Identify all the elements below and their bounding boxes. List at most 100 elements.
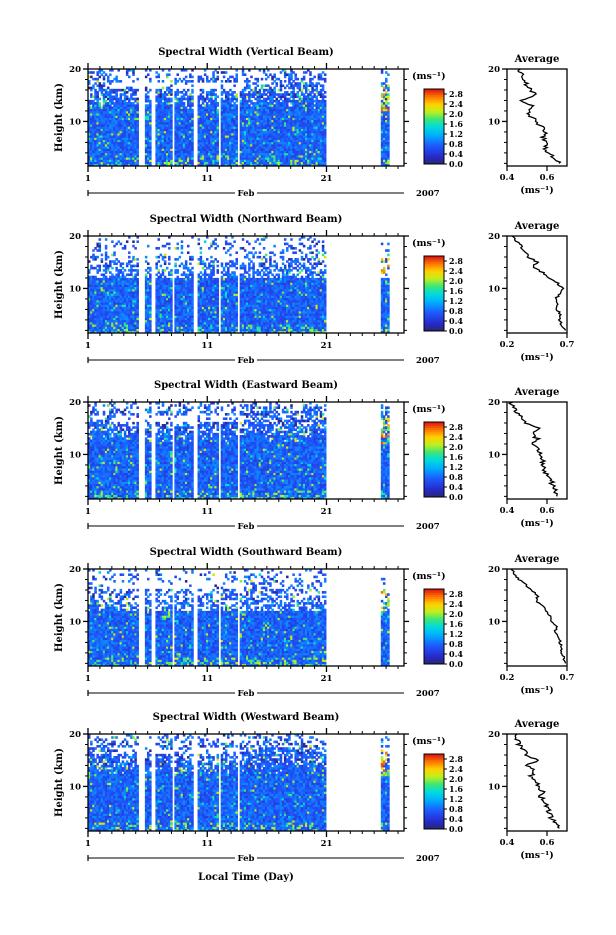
year-label: 2007 xyxy=(416,189,440,199)
colorbar-tick-label: 0.4 xyxy=(449,316,463,326)
average-x-tick-label: 0.7 xyxy=(560,340,575,350)
average-x-tick-label: 0.6 xyxy=(540,838,555,848)
average-x-unit: (ms⁻¹) xyxy=(520,685,554,696)
year-label: 2007 xyxy=(416,356,440,366)
year-label: 2007 xyxy=(416,689,440,699)
colorbar-tick-label: 0.0 xyxy=(449,159,463,169)
colorbar-unit: (ms⁻¹) xyxy=(412,71,446,82)
x-tick-label: 11 xyxy=(201,839,213,849)
average-frame xyxy=(507,69,567,166)
y-tick-label: 20 xyxy=(69,65,81,75)
colorbar-tick-label: 2.8 xyxy=(449,89,463,99)
colorbar-tick-label: 0.0 xyxy=(449,492,463,502)
average-x-unit: (ms⁻¹) xyxy=(520,518,554,529)
colorbar-tick-label: 0.8 xyxy=(449,804,463,814)
colorbar-tick-label: 1.2 xyxy=(449,794,463,804)
y-tick-label: 10 xyxy=(69,117,81,127)
heatmap xyxy=(88,402,390,499)
x-tick-label: 1 xyxy=(85,839,91,849)
colorbar-tick-label: 0.4 xyxy=(449,814,463,824)
colorbar xyxy=(424,589,444,664)
colorbar-tick-label: 2.0 xyxy=(449,109,463,119)
x-tick-label: 1 xyxy=(85,674,91,684)
y-axis-label: Height (km) xyxy=(54,250,65,319)
colorbar-tick-label: 0.4 xyxy=(449,149,463,159)
y-tick-label: 20 xyxy=(69,565,81,575)
colorbar-tick-label: 0.8 xyxy=(449,139,463,149)
heatmap xyxy=(88,734,390,831)
x-tick-label: 11 xyxy=(201,674,213,684)
panel-title: Spectral Width (Eastward Beam) xyxy=(154,380,338,391)
average-title: Average xyxy=(514,221,560,232)
heatmap xyxy=(88,69,390,166)
average-title: Average xyxy=(514,54,560,65)
colorbar-tick-label: 1.2 xyxy=(449,129,463,139)
average-x-unit: (ms⁻¹) xyxy=(520,850,554,861)
colorbar-tick-label: 2.8 xyxy=(449,422,463,432)
year-label: 2007 xyxy=(416,522,440,532)
x-tick-label: 21 xyxy=(321,839,333,849)
colorbar-tick-label: 1.6 xyxy=(449,286,463,296)
y-tick-label: 10 xyxy=(69,782,81,792)
month-label: Feb xyxy=(238,189,255,199)
colorbar-tick-label: 1.6 xyxy=(449,619,463,629)
month-label: Feb xyxy=(238,854,255,864)
colorbar-tick-label: 0.0 xyxy=(449,326,463,336)
colorbar-tick-label: 2.8 xyxy=(449,256,463,266)
panel-title: Spectral Width (Northward Beam) xyxy=(150,214,343,225)
average-x-unit: (ms⁻¹) xyxy=(520,185,554,196)
x-tick-label: 21 xyxy=(321,174,333,184)
colorbar-tick-label: 1.6 xyxy=(449,784,463,794)
colorbar-tick-label: 1.6 xyxy=(449,119,463,129)
y-axis-label: Height (km) xyxy=(54,583,65,652)
x-tick-label: 1 xyxy=(85,341,91,351)
average-y-tick-label: 20 xyxy=(488,730,500,740)
heatmap xyxy=(88,569,390,666)
average-x-tick-label: 0.6 xyxy=(540,173,555,183)
average-y-tick-label: 10 xyxy=(488,782,500,792)
panel-2: Spectral Width (Northward Beam) 10 20 Heigh… xyxy=(54,214,574,366)
average-y-tick-label: 10 xyxy=(488,617,500,627)
average-y-tick-label: 10 xyxy=(488,117,500,127)
average-y-tick-label: 10 xyxy=(488,284,500,294)
average-frame xyxy=(507,569,567,666)
y-tick-label: 20 xyxy=(69,398,81,408)
heatmap xyxy=(88,236,390,333)
month-label: Feb xyxy=(238,522,255,532)
x-tick-label: 21 xyxy=(321,674,333,684)
colorbar-tick-label: 2.0 xyxy=(449,276,463,286)
colorbar-tick-label: 2.4 xyxy=(449,432,463,442)
x-tick-label: 21 xyxy=(321,507,333,517)
x-tick-label: 1 xyxy=(85,174,91,184)
y-tick-label: 20 xyxy=(69,232,81,242)
colorbar xyxy=(424,89,444,164)
panel-4: Spectral Width (Southward Beam) 10 20 Heigh… xyxy=(54,547,574,699)
colorbar xyxy=(424,256,444,331)
x-tick-label: 11 xyxy=(201,341,213,351)
x-tick-label: 11 xyxy=(201,507,213,517)
colorbar-tick-label: 1.2 xyxy=(449,296,463,306)
colorbar-tick-label: 0.4 xyxy=(449,482,463,492)
panel-title: Spectral Width (Southward Beam) xyxy=(150,547,343,558)
average-y-tick-label: 20 xyxy=(488,398,500,408)
panel-title: Spectral Width (Westward Beam) xyxy=(153,712,340,723)
colorbar-tick-label: 0.0 xyxy=(449,824,463,834)
colorbar-tick-label: 1.6 xyxy=(449,452,463,462)
colorbar xyxy=(424,422,444,497)
average-x-tick-label: 0.4 xyxy=(500,838,515,848)
colorbar xyxy=(424,754,444,829)
colorbar-tick-label: 2.8 xyxy=(449,589,463,599)
average-x-unit: (ms⁻¹) xyxy=(520,352,554,363)
average-title: Average xyxy=(514,719,560,730)
colorbar-tick-label: 2.4 xyxy=(449,99,463,109)
month-label: Feb xyxy=(238,356,255,366)
average-y-tick-label: 20 xyxy=(488,565,500,575)
average-x-tick-label: 0.6 xyxy=(540,506,555,516)
colorbar-tick-label: 2.4 xyxy=(449,599,463,609)
colorbar-unit: (ms⁻¹) xyxy=(412,238,446,249)
colorbar-tick-label: 0.8 xyxy=(449,639,463,649)
y-tick-label: 10 xyxy=(69,617,81,627)
colorbar-unit: (ms⁻¹) xyxy=(412,736,446,747)
